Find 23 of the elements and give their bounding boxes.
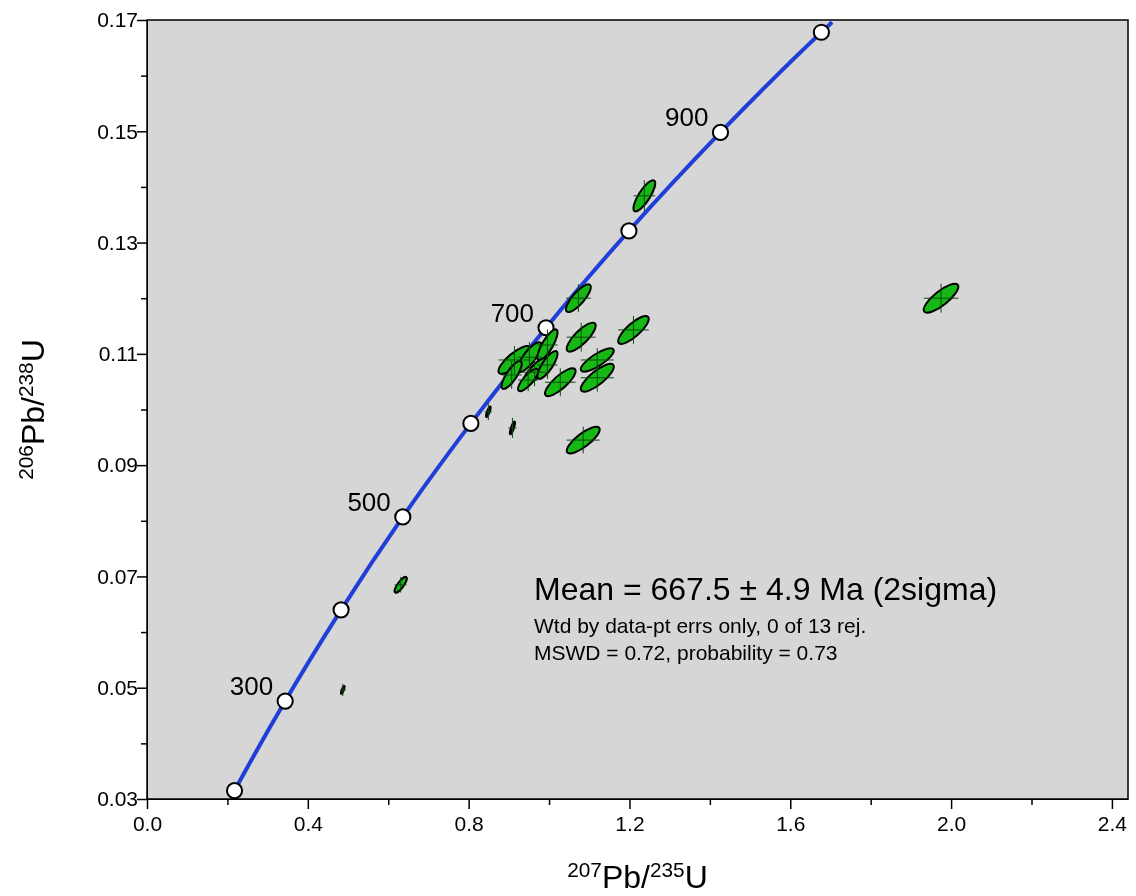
y-tick-label: 0.13	[97, 230, 138, 254]
y-tick-label: 0.11	[98, 342, 138, 366]
y-tick-label: 0.03	[97, 787, 138, 811]
annotation: Wtd by data-pt errs only, 0 of 13 rej.	[534, 614, 867, 637]
annotation: 300	[229, 671, 274, 702]
x-tick-label: 0.0	[132, 812, 163, 836]
x-tick-label: 2.4	[1097, 812, 1128, 836]
x-tick-label: 0.4	[293, 812, 324, 836]
x-tick-label: 1.6	[776, 812, 806, 836]
x-tick-label: 1.2	[615, 812, 645, 836]
y-tick-label: 0.15	[97, 119, 138, 143]
y-tick-label: 0.07	[97, 564, 138, 588]
x-tick-label: 0.8	[454, 812, 484, 836]
annotation: Mean = 667.5 ± 4.9 Ma (2sigma)	[534, 571, 998, 607]
x-axis-title: $^{207}$Pb/$^{235}$U	[567, 857, 708, 895]
y-tick-label: 0.17	[97, 8, 138, 32]
y-tick-label: 0.09	[97, 453, 138, 477]
y-tick-label: 0.05	[97, 675, 138, 699]
annotation: MSWD = 0.72, probability = 0.73	[534, 641, 838, 664]
annotation: 500	[347, 486, 391, 517]
annotation: 900	[665, 102, 709, 133]
x-tick-label: 2.0	[937, 812, 967, 836]
annotation: 700	[490, 297, 535, 328]
